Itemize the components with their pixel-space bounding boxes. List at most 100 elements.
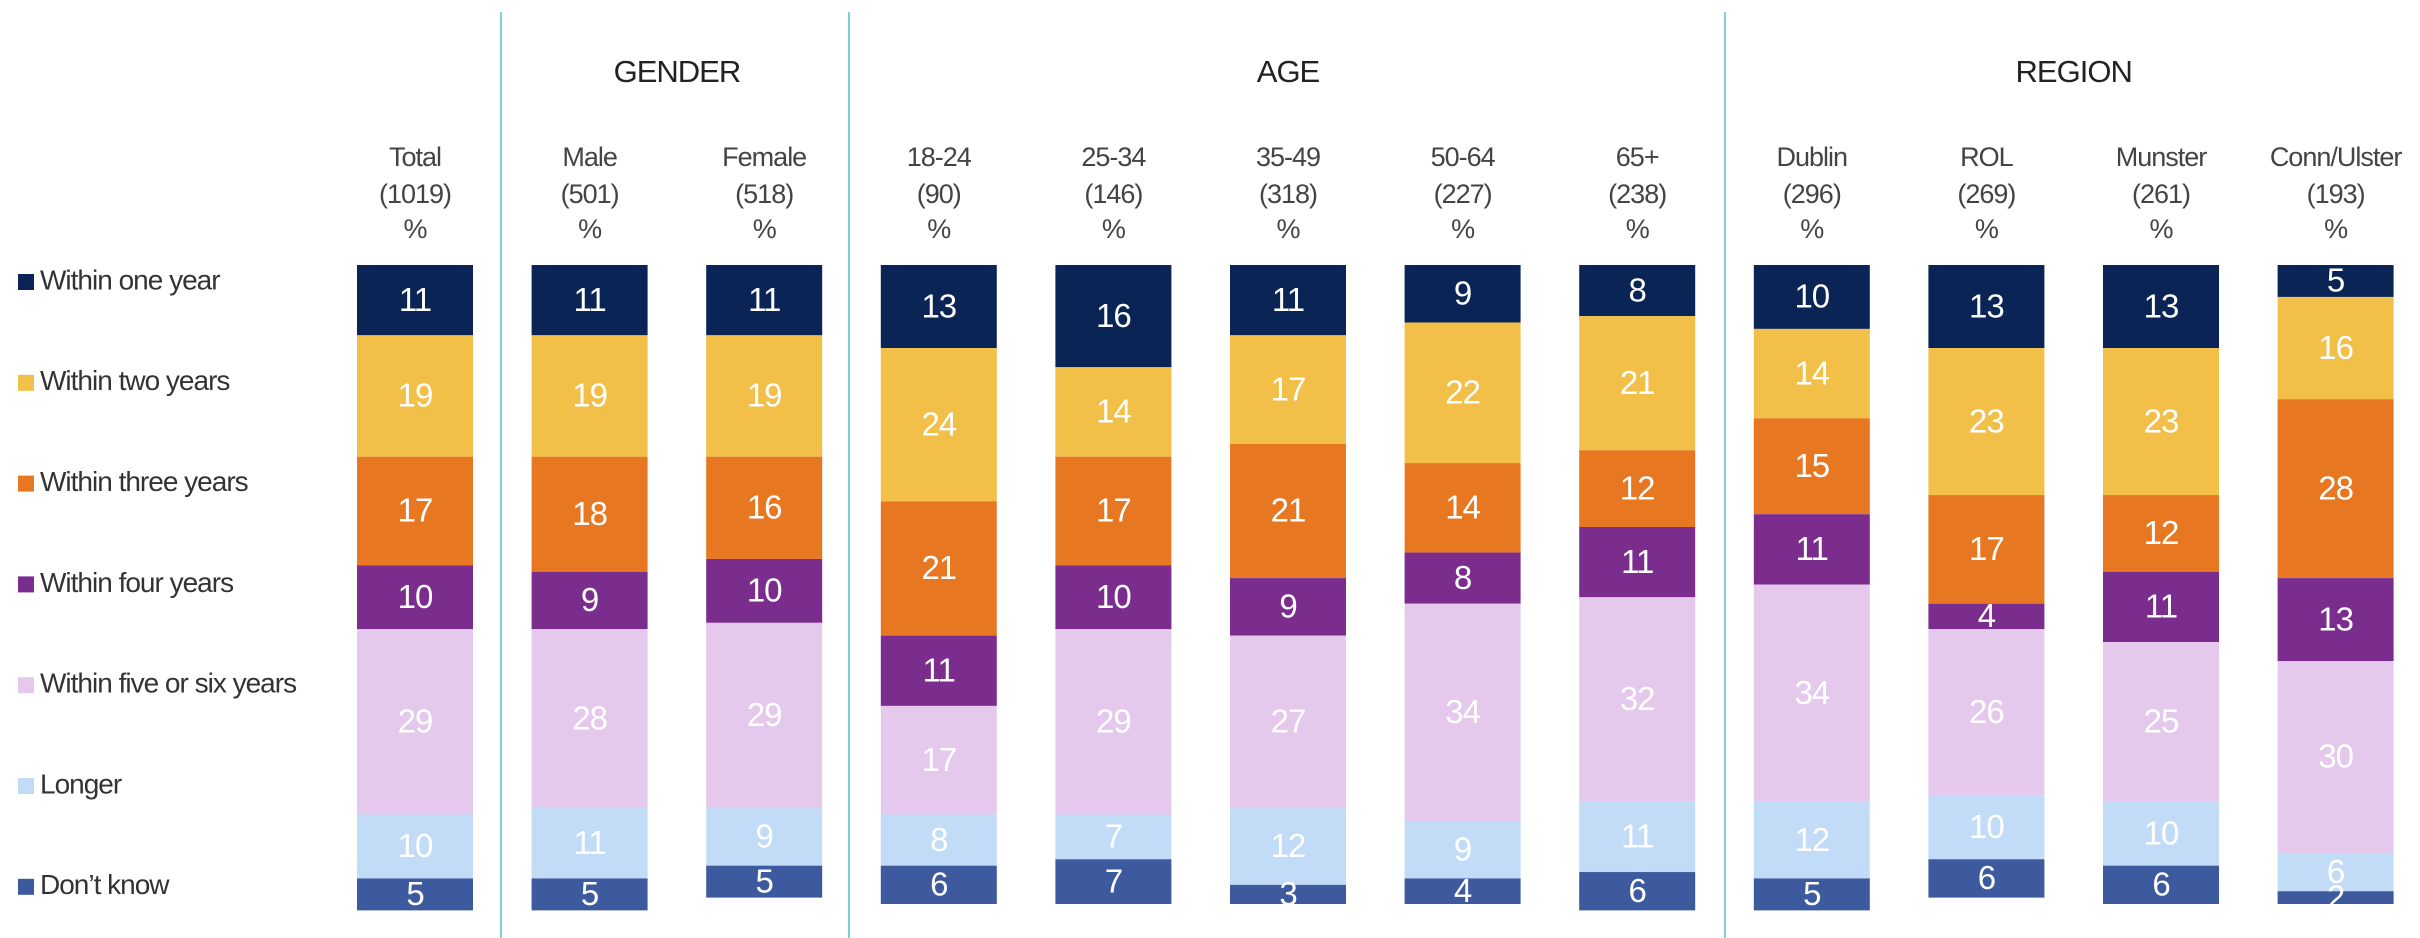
value-label: 6	[2152, 866, 2169, 903]
bar-segment	[1404, 463, 1521, 553]
bar-segment	[2103, 571, 2219, 643]
bar-segment	[1404, 552, 1521, 604]
value-label: 14	[1794, 354, 1829, 391]
column-base: (238)	[1608, 179, 1666, 209]
value-label: 34	[1445, 693, 1480, 730]
bar-segment	[2277, 265, 2394, 297]
column-unit: %	[927, 214, 951, 244]
value-label: 8	[1629, 271, 1646, 308]
bar-segment	[1055, 367, 1172, 457]
value-label: 12	[1794, 821, 1829, 858]
bar-segment	[1928, 795, 2045, 860]
value-label: 11	[923, 651, 955, 688]
column-base: (518)	[735, 179, 793, 209]
bar-segment	[357, 456, 473, 566]
bar-segment	[1404, 603, 1521, 821]
value-label: 19	[572, 377, 607, 414]
bar-segment	[706, 808, 823, 866]
bar-segment	[706, 265, 823, 336]
value-label: 32	[1620, 680, 1655, 717]
bar-segment	[2103, 642, 2219, 802]
value-label: 30	[2318, 738, 2353, 775]
value-label: 11	[748, 281, 780, 318]
value-label: 8	[930, 821, 947, 858]
value-label: 10	[398, 827, 433, 864]
value-label: 5	[2327, 262, 2344, 299]
bar-segment	[706, 335, 823, 457]
value-label: 13	[2318, 600, 2353, 637]
column-label: 25-34	[1081, 142, 1146, 172]
bar-segment	[1055, 456, 1172, 566]
bar-segment	[357, 629, 473, 815]
value-label: 11	[1621, 543, 1653, 580]
value-label: 6	[930, 866, 947, 903]
value-label: 9	[1279, 588, 1296, 625]
legend-label: Within three years	[40, 466, 248, 497]
value-label: 6	[1629, 872, 1646, 909]
bar-segment	[2103, 265, 2219, 349]
legend-swatch	[18, 677, 34, 694]
bar-segment	[2103, 348, 2219, 496]
column-base: (227)	[1434, 179, 1492, 209]
group-label: AGE	[1257, 54, 1320, 89]
value-label: 23	[1969, 402, 2004, 439]
legend-swatch	[18, 475, 34, 492]
group-label: GENDER	[614, 54, 741, 89]
bar-segment	[1055, 565, 1172, 630]
value-label: 6	[2327, 853, 2344, 890]
column-base: (261)	[2132, 179, 2190, 209]
bar-segment	[880, 865, 997, 904]
bar-segment	[531, 571, 648, 630]
value-label: 5	[406, 875, 423, 912]
bar-segment	[2277, 891, 2394, 904]
column-unit: %	[578, 214, 602, 244]
bar-segment	[357, 335, 473, 457]
column-base: (193)	[2307, 179, 2365, 209]
value-label: 28	[572, 699, 607, 736]
value-label: 19	[747, 377, 782, 414]
legend-label: Within four years	[40, 567, 233, 598]
value-label: 17	[398, 492, 433, 529]
bar-segment	[706, 622, 823, 809]
column-label: Total	[389, 142, 441, 172]
value-label: 23	[2144, 402, 2179, 439]
legend-label: Within five or six years	[40, 668, 296, 699]
column-unit: %	[1276, 214, 1300, 244]
value-label: 13	[921, 287, 956, 324]
column-label: Conn/Ulster	[2270, 142, 2403, 172]
column-label: Dublin	[1777, 142, 1848, 172]
value-label: 18	[572, 495, 607, 532]
value-label: 3	[1279, 875, 1296, 912]
value-label: 12	[1271, 827, 1306, 864]
bar-segment	[531, 629, 648, 809]
bar-segment	[1230, 635, 1346, 809]
column-base: (501)	[561, 179, 619, 209]
bar-segment	[531, 808, 648, 879]
bar-segment	[531, 335, 648, 457]
value-label: 11	[1621, 818, 1653, 855]
value-label: 11	[573, 824, 605, 861]
bar-segment	[1753, 514, 1870, 585]
bar-segment	[1579, 801, 1696, 873]
bar-segment	[2103, 801, 2219, 866]
column-unit: %	[2324, 214, 2348, 244]
bar-segment	[1230, 335, 1346, 444]
value-label: 9	[1454, 274, 1471, 311]
value-label: 17	[1969, 530, 2004, 567]
column-label: Munster	[2116, 142, 2208, 172]
value-label: 8	[1454, 559, 1471, 596]
legend-label: Longer	[40, 768, 122, 799]
value-label: 27	[1271, 703, 1306, 740]
value-label: 14	[1445, 489, 1480, 526]
bar-segment	[357, 565, 473, 630]
column-base: (318)	[1259, 179, 1317, 209]
bar-segment	[1928, 495, 2045, 604]
column-base: (146)	[1084, 179, 1142, 209]
value-label: 29	[747, 696, 782, 733]
bar-segment	[1230, 265, 1346, 336]
bar-segment	[1404, 322, 1521, 464]
bar-segment	[357, 814, 473, 879]
bar-segment	[706, 558, 823, 623]
bar-segment	[2277, 661, 2394, 853]
bar-segment	[2103, 495, 2219, 572]
